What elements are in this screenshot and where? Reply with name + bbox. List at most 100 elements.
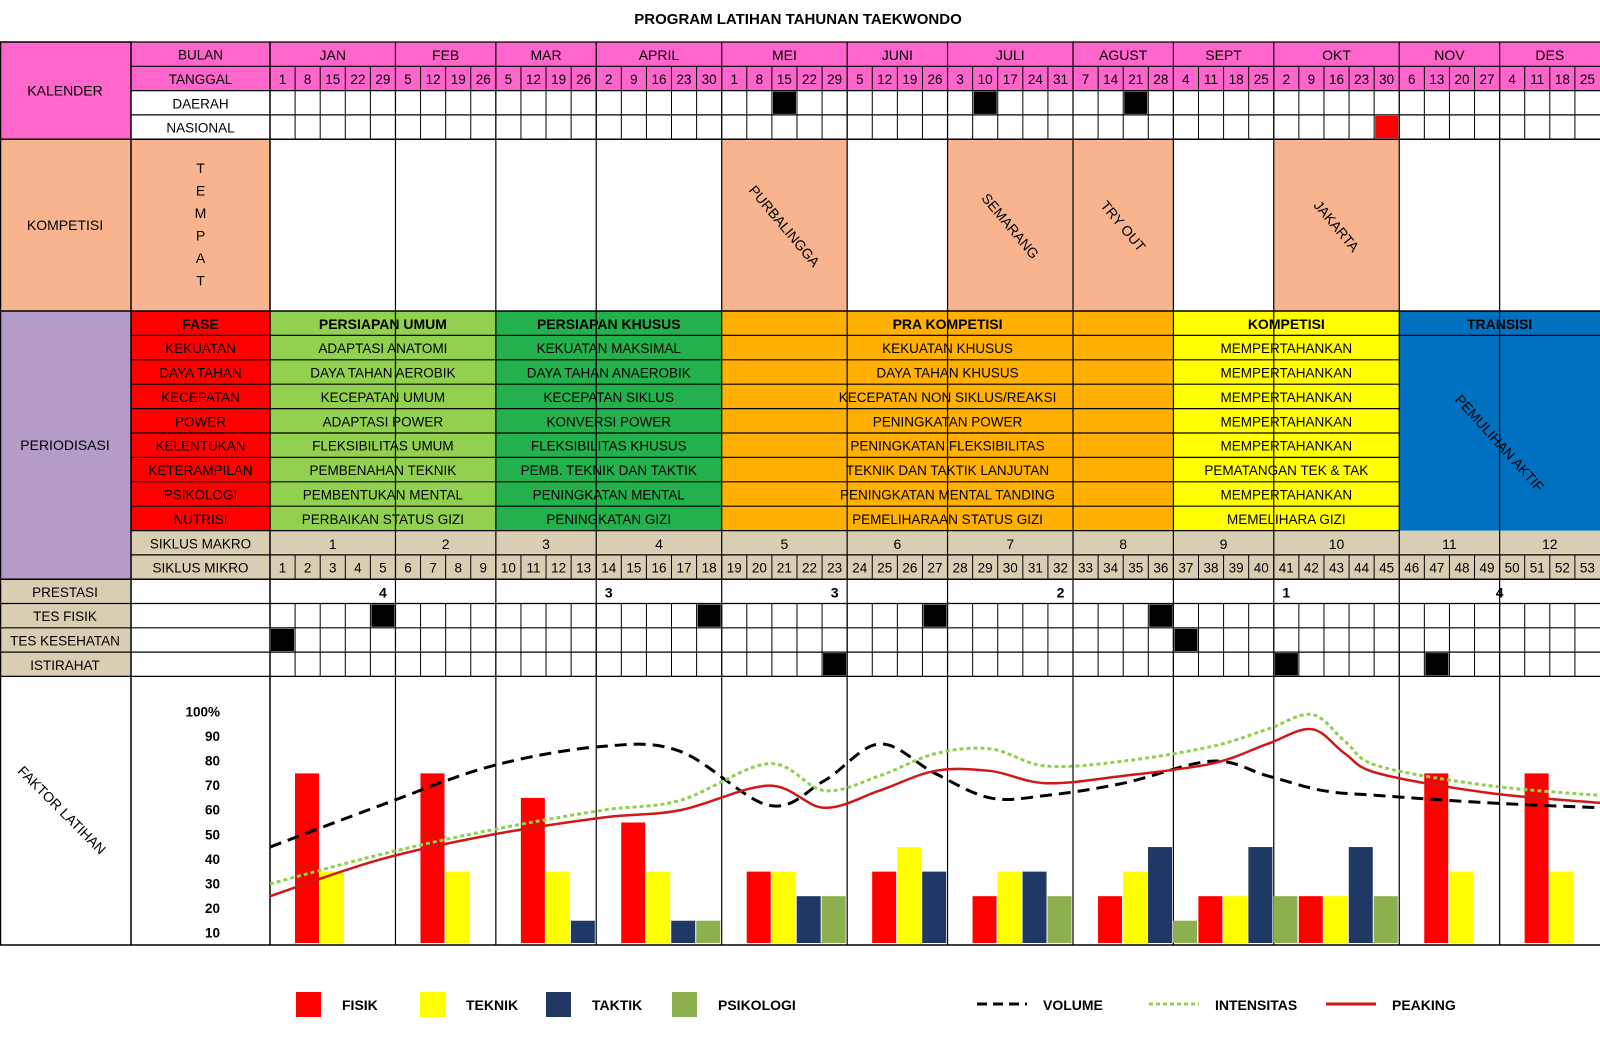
bar-teknik [445, 871, 470, 943]
tracking-mark [697, 604, 721, 627]
y-tick-label: 20 [205, 901, 220, 916]
mikro-cycle-number: 1 [279, 561, 287, 576]
page-title: PROGRAM LATIHAN TAHUNAN TAEKWONDO [634, 11, 962, 28]
phase-item: MEMPERTAHANKAN [1221, 488, 1353, 503]
periodisasi-section-bg [0, 311, 131, 580]
makro-cycle-number: 6 [893, 536, 901, 552]
date-label: 1 [730, 72, 738, 87]
mikro-cycle-number: 8 [454, 561, 462, 576]
mikro-cycle-number: 46 [1404, 561, 1419, 576]
date-label: 2 [605, 72, 613, 87]
tracking-row-label: TES FISIK [33, 609, 97, 624]
tracking-mark [371, 604, 395, 627]
date-label: 16 [651, 72, 666, 87]
legend-label: INTENSITAS [1215, 997, 1297, 1013]
month-label: APRIL [639, 47, 680, 63]
kompetisi-event-cell [721, 139, 848, 311]
phase-item: PENINGKATAN MENTAL [533, 488, 686, 503]
prestasi-value: 1 [1282, 584, 1290, 600]
date-label: 5 [404, 72, 412, 87]
makro-cycle-number: 10 [1329, 536, 1345, 552]
phase-item: PEMBENAHAN TEKNIK [310, 463, 457, 478]
line-peaking [269, 727, 1600, 898]
date-label: 11 [1530, 72, 1544, 87]
date-label: 19 [551, 72, 566, 87]
date-label: 30 [1379, 72, 1394, 87]
factor-label: KEKUATAN [165, 341, 236, 356]
y-tick-label: 90 [205, 729, 220, 744]
makro-cycle-number: 12 [1542, 536, 1558, 552]
factor-label: POWER [175, 414, 226, 429]
mikro-cycle-number: 10 [501, 561, 516, 576]
bar-teknik [1549, 871, 1574, 943]
date-label: 15 [325, 72, 340, 87]
tempat-letter: M [195, 205, 207, 221]
date-label: 8 [756, 72, 764, 87]
legend-label: TAKTIK [592, 997, 642, 1013]
date-label: 19 [451, 72, 466, 87]
mikro-cycle-number: 49 [1480, 561, 1495, 576]
y-tick-label: 100% [185, 705, 220, 720]
mikro-cycle-number: 52 [1555, 561, 1570, 576]
bar-taktik [1148, 847, 1173, 943]
siklus-makro-label: SIKLUS MAKRO [150, 536, 251, 551]
date-label: 14 [1103, 72, 1119, 87]
month-label: MEI [772, 47, 797, 63]
mikro-cycle-number: 34 [1103, 561, 1119, 576]
phase-item: MEMPERTAHANKAN [1221, 366, 1353, 381]
date-label: 27 [1480, 72, 1495, 87]
mikro-cycle-number: 44 [1354, 561, 1370, 576]
date-label: 30 [702, 72, 717, 87]
date-label: 3 [956, 72, 964, 87]
tempat-letter: P [196, 228, 205, 244]
bar-psikologi [1373, 896, 1398, 943]
tracking-mark [1174, 628, 1198, 652]
date-label: 26 [576, 72, 591, 87]
phase-item: DAYA TAHAN AEROBIK [310, 366, 455, 381]
date-label: 13 [1429, 72, 1444, 87]
legend-label: PEAKING [1392, 997, 1456, 1013]
phase-item: KECEPATAN UMUM [321, 390, 446, 405]
mikro-cycle-number: 26 [902, 561, 917, 576]
bar-taktik [1248, 847, 1273, 943]
line-volume [269, 742, 1600, 849]
mikro-cycle-number: 43 [1329, 561, 1344, 576]
date-label: 25 [1254, 72, 1269, 87]
tempat-letter: T [196, 160, 205, 176]
date-label: 6 [1408, 72, 1416, 87]
mikro-cycle-number: 3 [329, 561, 337, 576]
phase-block [495, 311, 722, 531]
phase-item: KONVERSI POWER [547, 414, 672, 429]
date-label: 26 [476, 72, 491, 87]
tracking-row-label: ISTIRAHAT [30, 658, 100, 673]
mikro-cycle-number: 35 [1128, 561, 1143, 576]
date-label: 9 [630, 72, 638, 87]
bar-taktik [1348, 847, 1373, 943]
date-label: 12 [426, 72, 441, 87]
mikro-cycle-number: 39 [1229, 561, 1244, 576]
prestasi-value: 2 [1057, 584, 1065, 600]
bar-fisik [1524, 773, 1549, 943]
date-label: 22 [350, 72, 365, 87]
month-label: DES [1535, 47, 1564, 63]
makro-cycle-number: 8 [1119, 536, 1127, 552]
periodisasi-label: PERIODISASI [20, 437, 109, 453]
mikro-cycle-number: 13 [576, 561, 591, 576]
date-label: 22 [802, 72, 817, 87]
date-label: 1 [279, 72, 287, 87]
phase-item: KECEPATAN SIKLUS [544, 390, 675, 405]
y-tick-label: 80 [205, 754, 220, 769]
kompetisi-event-cell [947, 139, 1074, 311]
mikro-cycle-number: 11 [526, 561, 540, 576]
chart-ylabel: FAKTOR LATIHAN [15, 763, 110, 858]
legend-swatch-psikologi [672, 992, 697, 1017]
bar-teknik [646, 871, 671, 943]
y-tick-label: 30 [205, 876, 220, 891]
month-label: OKT [1322, 47, 1351, 63]
tempat-letter: T [196, 273, 205, 289]
month-label: FEB [432, 47, 459, 63]
makro-cycle-number: 5 [781, 536, 789, 552]
bar-fisik [972, 896, 997, 943]
tempat-cell-bg [131, 139, 270, 311]
date-label: 29 [827, 72, 842, 87]
